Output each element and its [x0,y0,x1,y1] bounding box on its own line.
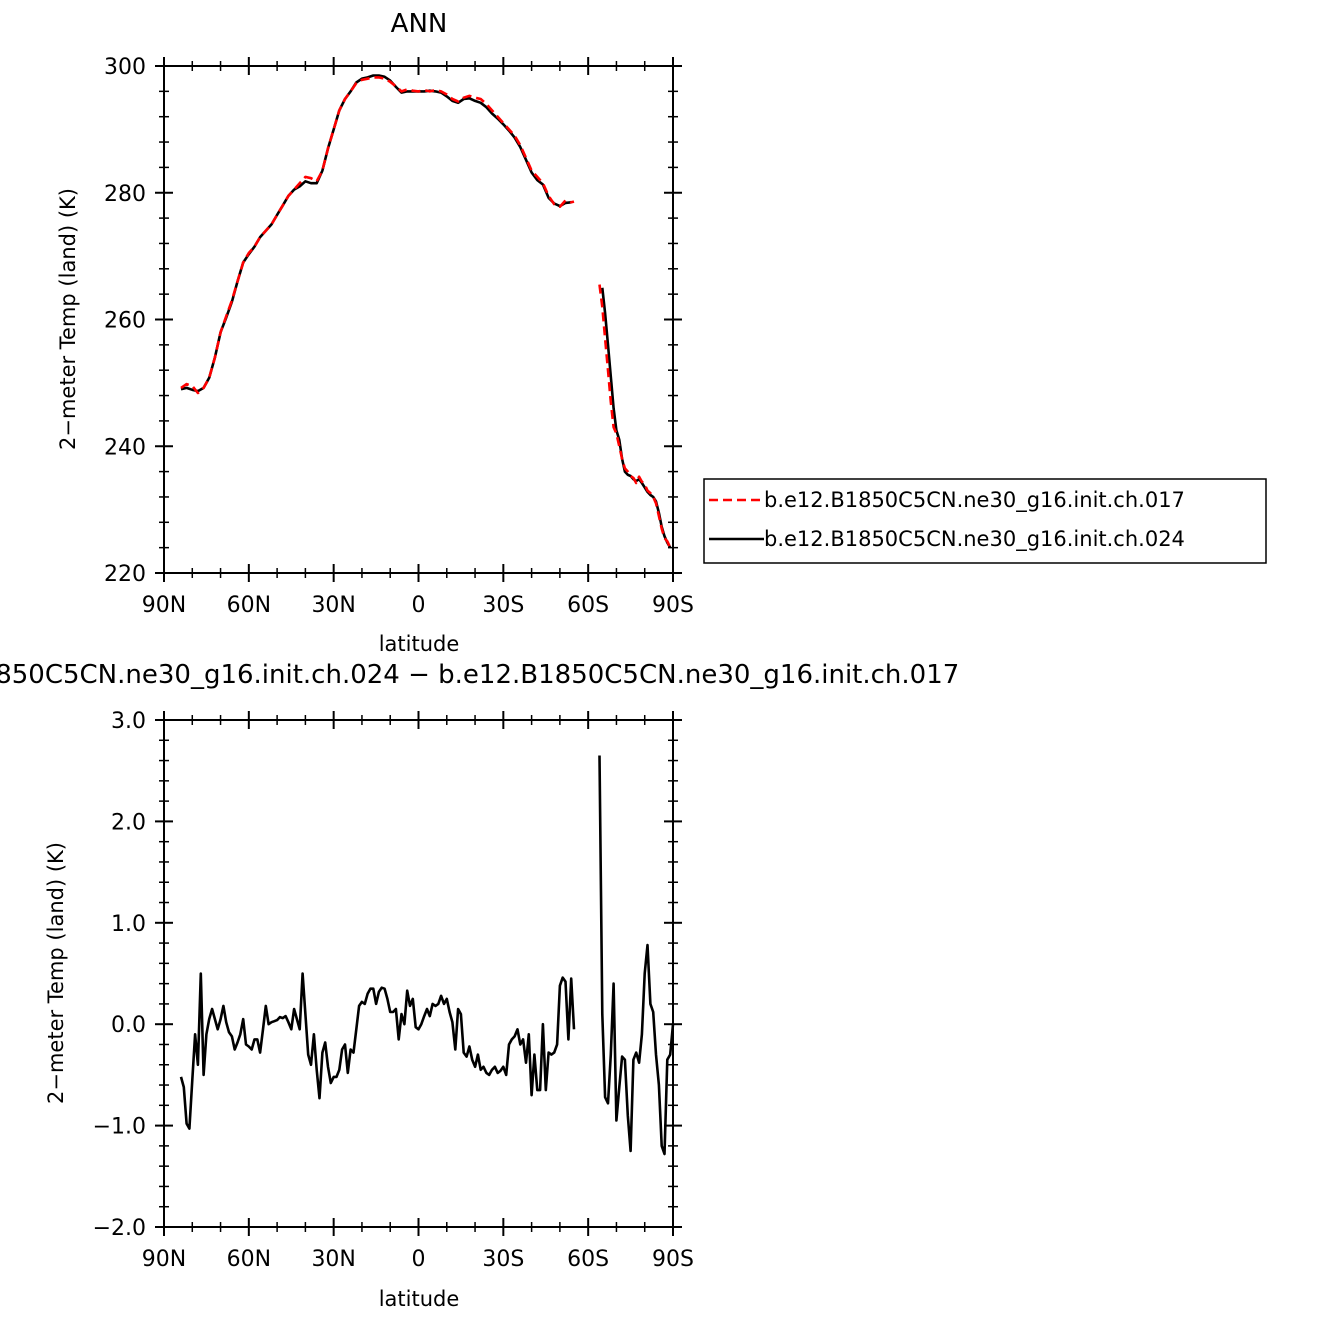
series-line [598,755,675,1156]
y-tick-label: 1.0 [111,912,146,937]
y-tick-label: 3.0 [111,709,146,734]
series-line [180,76,575,395]
x-tick-label: 60N [227,593,271,618]
bottom-chart-title: b.e12.B1850C5CN.ne30_g16.init.ch.024 − b… [0,660,959,690]
x-tick-label: 90S [652,1247,694,1272]
bottom-plot-frame [163,719,674,1228]
y-tick-label: 280 [104,182,146,207]
y-tick-label: 300 [104,55,146,80]
x-tick-label: 90S [652,593,694,618]
top-panel: ANN 90N 60N 30N 0 30S 60S 90S 220 240 260 280 300 l… [56,9,694,656]
y-tick-label: 0.0 [111,1013,146,1038]
legend-label-017: b.e12.B1850C5CN.ne30_g16.init.ch.017 [764,488,1185,513]
y-tick-label: 220 [104,562,146,587]
y-tick-label: −2.0 [93,1216,146,1241]
top-axis-ticks: 90N 60N 30N 0 30S 60S 90S 220 240 260 280 300 [104,55,694,618]
x-tick-label: 60S [567,1247,609,1272]
y-tick-label: −1.0 [93,1115,146,1140]
x-tick-label: 60N [227,1247,271,1272]
bottom-panel: b.e12.B1850C5CN.ne30_g16.init.ch.024 − b… [0,660,959,1311]
series-line [598,284,672,549]
bottom-axis-ticks: 90N 60N 30N 0 30S 60S 90S −2.0 −1.0 0.0 1.0 2.0 3.0 [93,709,694,1272]
top-y-axis-label: 2−meter Temp (land) (K) [56,188,80,450]
series-line [180,74,572,393]
x-tick-label: 90N [142,593,186,618]
x-tick-label: 30N [311,1247,355,1272]
bottom-x-axis-label: latitude [379,1287,460,1311]
legend-box [703,478,1267,564]
x-tick-label: 60S [567,593,609,618]
top-plot-lines [180,74,672,549]
legend-label-024: b.e12.B1850C5CN.ne30_g16.init.ch.024 [764,527,1185,552]
bottom-plot-lines [179,755,675,1156]
series-line [179,972,576,1130]
bottom-y-axis-label: 2−meter Temp (land) (K) [44,842,68,1104]
x-tick-label: 30S [482,593,524,618]
legend: b.e12.B1850C5CN.ne30_g16.init.ch.017 b.e… [703,478,1267,564]
top-chart-title: ANN [391,9,448,39]
x-tick-label: 0 [412,1247,426,1272]
x-tick-label: 90N [142,1247,186,1272]
x-tick-label: 0 [412,593,426,618]
y-tick-label: 240 [104,435,146,460]
top-plot-frame [163,65,674,574]
y-tick-label: 2.0 [111,810,146,835]
top-x-axis-label: latitude [379,632,460,656]
x-tick-label: 30N [311,593,355,618]
y-tick-label: 260 [104,309,146,334]
x-tick-label: 30S [482,1247,524,1272]
